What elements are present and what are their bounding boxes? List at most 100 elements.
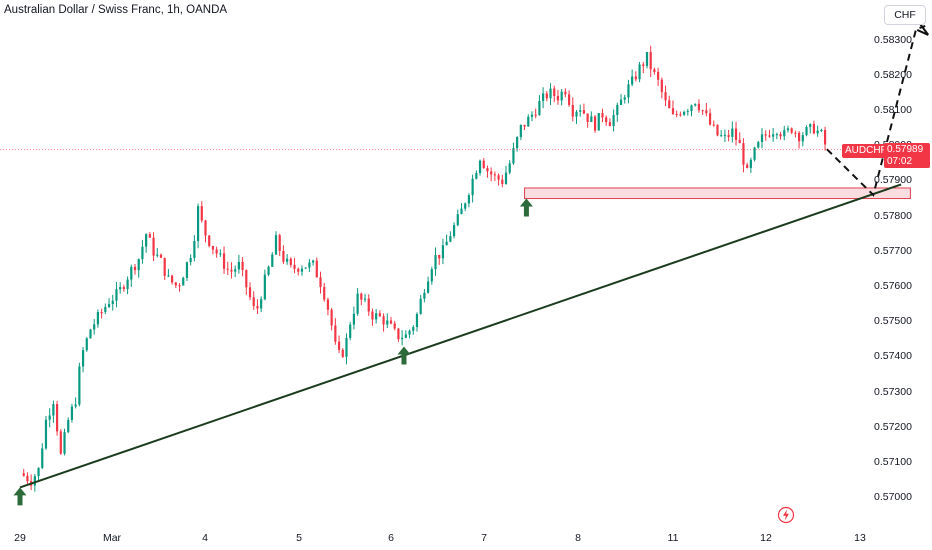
candle — [352, 306, 355, 330]
candle-body — [812, 124, 816, 134]
candle-body — [67, 419, 70, 433]
candle — [768, 129, 771, 138]
candle — [289, 257, 292, 268]
candle — [575, 109, 578, 124]
candle — [182, 276, 185, 286]
candle — [360, 292, 363, 306]
candle-body — [234, 269, 237, 272]
candle — [597, 113, 600, 131]
candle — [653, 67, 656, 75]
candle-body — [119, 287, 122, 290]
candle-body — [567, 94, 571, 105]
candle — [300, 265, 304, 276]
candle-body — [378, 313, 381, 317]
candle — [430, 266, 433, 285]
candle-body — [386, 320, 389, 325]
y-tick-label: 0.57000 — [874, 491, 912, 503]
candle — [705, 102, 708, 117]
candle-body — [679, 114, 682, 116]
currency-button[interactable]: CHF — [884, 5, 926, 25]
candle — [93, 319, 96, 335]
candle — [582, 103, 586, 115]
candle-body — [430, 269, 433, 282]
candle-body — [772, 134, 775, 137]
candle — [701, 109, 704, 116]
candle — [271, 252, 274, 267]
candle — [634, 71, 637, 82]
arrow-up-marker — [397, 346, 411, 365]
candle-body — [208, 235, 211, 246]
candle-body — [668, 100, 671, 109]
candle — [48, 408, 51, 428]
candle-body — [605, 117, 608, 123]
candle-body — [237, 261, 240, 270]
candle-body — [723, 135, 726, 137]
candle — [148, 232, 151, 238]
candle — [779, 131, 782, 140]
candle — [401, 330, 404, 346]
candle-body — [371, 311, 374, 320]
candle — [564, 88, 567, 98]
candle-body — [141, 246, 144, 260]
candle — [708, 108, 712, 126]
y-tick-label: 0.57200 — [874, 421, 912, 433]
candle — [252, 291, 255, 310]
candle — [378, 310, 381, 317]
candle — [282, 245, 285, 265]
x-tick-label: 5 — [296, 532, 302, 544]
candle — [122, 284, 125, 292]
candle-body — [701, 110, 704, 112]
candle — [52, 400, 55, 423]
y-tick-label: 0.57300 — [874, 386, 912, 398]
candle — [189, 254, 192, 266]
lightning-icon[interactable] — [777, 506, 795, 524]
candle — [549, 83, 552, 106]
candle — [185, 261, 189, 282]
candle-body — [130, 266, 133, 280]
candle-body — [501, 179, 504, 184]
candle-body — [449, 236, 452, 242]
candle-body — [297, 268, 300, 272]
x-tick-label: 8 — [575, 532, 581, 544]
candle — [323, 282, 326, 302]
candle-body — [159, 254, 163, 258]
candle — [631, 69, 634, 87]
candle — [438, 254, 441, 265]
candle-body — [230, 269, 233, 272]
candle — [657, 67, 660, 87]
candle-body — [59, 431, 62, 454]
candle — [809, 123, 812, 134]
candle — [638, 61, 641, 83]
candle — [579, 104, 582, 117]
candle — [308, 258, 311, 272]
candle — [467, 193, 471, 208]
candle-body — [393, 323, 396, 329]
candle-body — [530, 114, 534, 117]
candle — [560, 89, 563, 106]
candle — [478, 159, 482, 176]
candle-body — [790, 128, 793, 133]
candle-body — [686, 111, 689, 113]
candle-body — [107, 303, 111, 307]
candle — [204, 219, 207, 243]
candle — [471, 174, 474, 203]
candle-body — [497, 175, 500, 180]
candle-body — [478, 160, 482, 174]
x-tick-label: 6 — [388, 532, 394, 544]
candle-body — [627, 84, 630, 98]
candle-body — [171, 275, 174, 283]
candle-body — [582, 110, 586, 114]
candle-body — [712, 124, 715, 126]
candle — [590, 111, 593, 123]
candle-body — [78, 366, 81, 405]
candle-body — [52, 404, 55, 416]
candle-body — [311, 260, 315, 263]
candle — [304, 267, 307, 270]
candle-body — [746, 164, 749, 168]
candle-body — [408, 330, 411, 335]
candle-body — [341, 349, 344, 357]
x-tick-label: 29 — [14, 532, 26, 544]
candle — [642, 62, 645, 74]
candle-body — [397, 328, 400, 340]
